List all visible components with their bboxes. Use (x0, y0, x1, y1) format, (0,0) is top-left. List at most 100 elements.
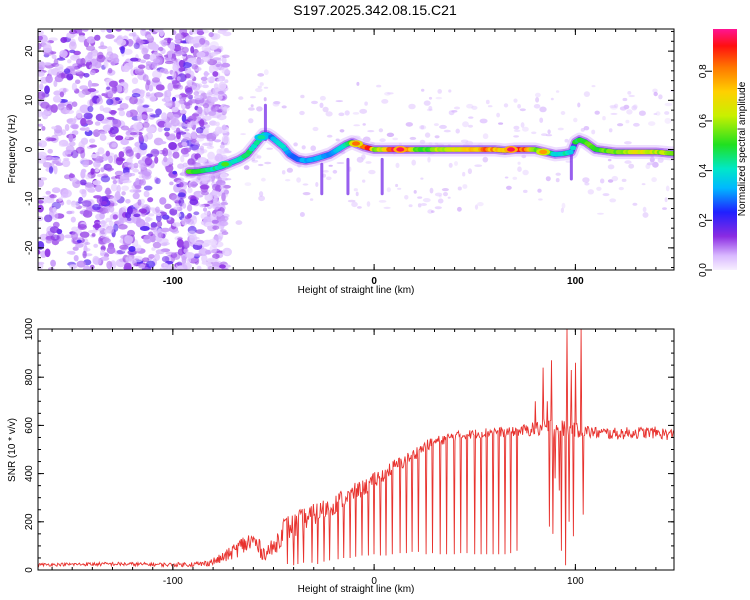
spectrogram-noise-blob (196, 51, 206, 58)
spectrogram-speckle (273, 101, 281, 105)
spectrogram-noise-blob (95, 184, 103, 192)
spectrogram-noise-blob (183, 240, 190, 249)
spectrogram-noise-blob (152, 58, 161, 64)
spectrogram-noise-blob (150, 148, 160, 157)
spectrogram-speckle (547, 129, 551, 135)
spectrogram-noise-blob (107, 46, 113, 55)
spectrogram-noise-blob (200, 76, 208, 82)
spectrogram-noise-blob (118, 110, 126, 117)
spectrogram-speckle (433, 123, 439, 127)
spectrogram-noise-blob (100, 219, 106, 228)
colorbar-gradient (713, 29, 737, 270)
spectrogram-noise-blob (199, 204, 205, 208)
spectrogram-speckle (223, 140, 228, 146)
spectrogram-noise-blob (120, 139, 129, 146)
spectrogram-noise-blob (53, 58, 59, 66)
snr-x-axis-title: Height of straight line (km) (298, 584, 415, 595)
spectrogram-speckle (591, 129, 596, 135)
spectrogram-noise-blob (136, 89, 146, 95)
spectrogram-noise-blob (79, 104, 90, 114)
spectrogram-noise-blob (176, 76, 181, 81)
spectrogram-noise-blob (53, 165, 58, 175)
spectrogram-speckle (259, 191, 264, 197)
spectrogram-speckle (582, 177, 590, 183)
spectrogram-noise-blob (137, 199, 142, 206)
spectrogram-noise-blob (188, 115, 197, 122)
spectrogram-speckle (281, 105, 287, 109)
spectrogram-noise-blob (66, 73, 74, 81)
spectrogram-noise-blob (182, 262, 192, 270)
spectrogram-speckle (439, 124, 447, 129)
spectrogram-speckle (335, 100, 344, 103)
spectrogram-noise-blob (122, 180, 132, 184)
spectrogram-noise-blob (108, 155, 114, 164)
spectrogram-noise-blob (79, 179, 87, 186)
spectrogram-speckle (376, 84, 382, 88)
spectrogram-speckle (378, 200, 387, 203)
spectrogram-speckle (338, 112, 345, 117)
spectrogram-speckle (664, 117, 672, 124)
spectrogram-noise-blob (70, 54, 80, 61)
spectrogram-noise-blob (167, 151, 173, 158)
spectrogram-speckle (454, 161, 458, 166)
spectrogram-noise-blob (172, 170, 178, 175)
spectrogram-noise-blob (53, 90, 62, 96)
ridge-hotspot (506, 147, 515, 152)
spectrogram-noise-blob (187, 158, 195, 166)
spectrogram-noise-blob (38, 179, 45, 188)
spectrogram-noise-blob (222, 31, 232, 37)
spectrogram-noise-blob (122, 65, 130, 73)
spectrogram-speckle (315, 182, 319, 187)
spectrogram-y-tick-label: -10 (24, 191, 35, 206)
spectrogram-noise-blob (95, 213, 105, 220)
spectrogram-noise-blob (126, 38, 134, 47)
spectrogram-speckle (356, 81, 360, 86)
spectrogram-noise-blob (206, 145, 215, 149)
spectrogram-speckle (426, 108, 433, 112)
spectrogram-speckle (421, 88, 425, 92)
spectrogram-speckle (664, 111, 670, 115)
spectrogram-speckle (435, 96, 443, 100)
spectrogram-speckle (622, 97, 628, 102)
spectrogram-noise-blob (131, 93, 141, 98)
spectrogram-noise-blob (96, 97, 104, 105)
spectrogram-y-tick-label: 0 (24, 146, 35, 152)
spectrogram-noise-blob (106, 98, 114, 106)
spectrogram-noise-blob (95, 168, 100, 173)
spectrogram-noise-blob (221, 69, 231, 74)
spectrogram-noise-blob (98, 45, 108, 50)
spectrogram-speckle (608, 128, 613, 133)
spectrogram-speckle (632, 202, 638, 206)
spectrogram-noise-blob (159, 29, 165, 37)
ridge-hotspot (257, 135, 266, 140)
spectrogram-noise-blob (140, 162, 147, 170)
spectrogram-noise-blob (128, 32, 136, 37)
spectrogram-noise-blob (223, 189, 229, 195)
colorbar-tick-label: 0.4 (698, 163, 709, 177)
spectrogram-speckle (423, 100, 431, 106)
spectrogram-noise-blob (138, 134, 144, 142)
spectrogram-x-tick-label: 100 (567, 276, 584, 287)
spectrogram-noise-blob (150, 222, 158, 229)
spectrogram-noise-blob (191, 82, 201, 91)
spectrogram-speckle (443, 192, 448, 197)
spectrogram-noise-blob (83, 73, 90, 78)
spectrogram-noise-blob (177, 248, 184, 256)
spectrogram-speckle (285, 179, 291, 182)
spectrogram-noise-blob (142, 104, 150, 108)
spectrogram-noise-blob (195, 127, 204, 134)
spectrogram-speckle (653, 91, 658, 97)
spectrogram-noise-blob (101, 93, 106, 97)
spectrogram-noise-blob (55, 63, 64, 70)
spectrogram-speckle (545, 176, 551, 182)
ridge-hotspot (221, 162, 230, 167)
spectrogram-speckle (535, 97, 540, 103)
spectrogram-noise-blob (38, 140, 47, 148)
spectrogram-noise-blob (69, 29, 78, 35)
spectrogram-noise-blob (103, 58, 108, 68)
snr-y-tick-label: 800 (24, 368, 35, 385)
spectrogram-noise-blob (171, 114, 180, 120)
spectrogram-noise-blob (66, 118, 77, 125)
spectrogram-noise-blob (100, 201, 108, 205)
